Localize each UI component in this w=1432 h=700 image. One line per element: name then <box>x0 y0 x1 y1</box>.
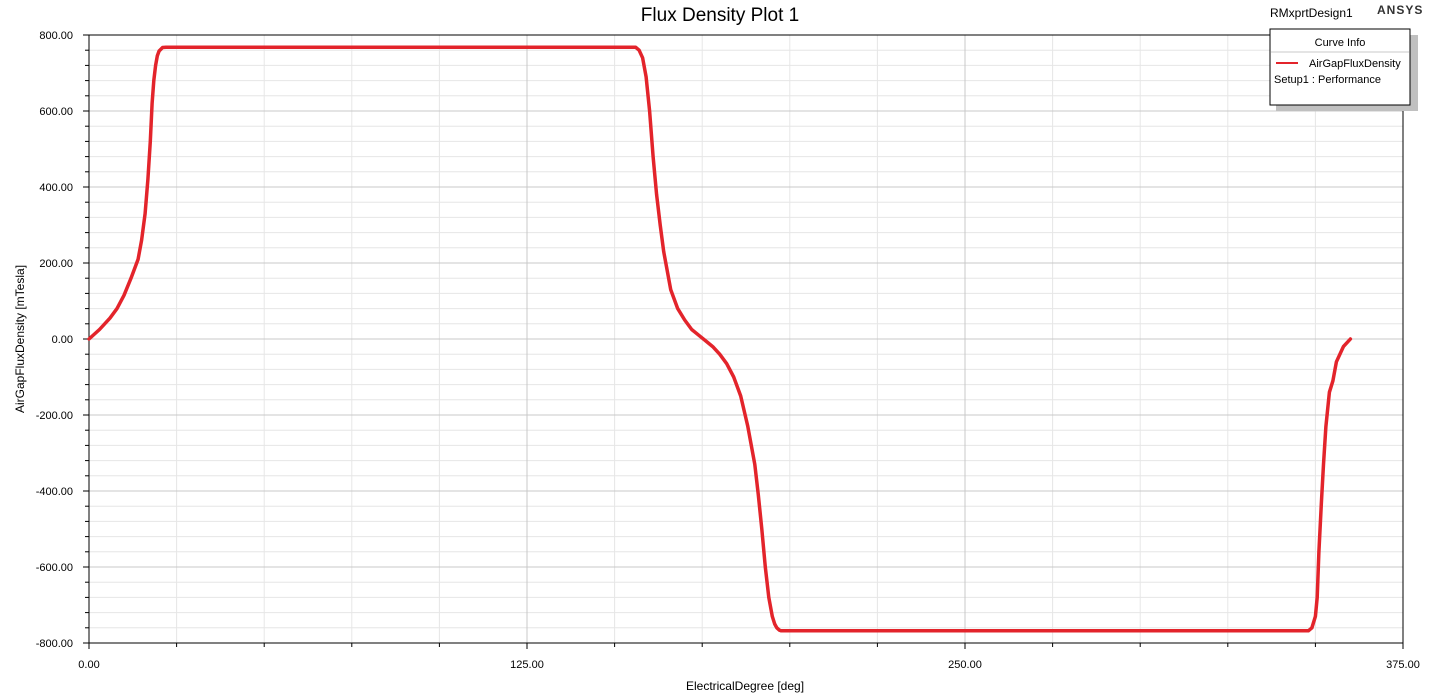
legend-series-name: AirGapFluxDensity <box>1309 58 1401 70</box>
y-tick-label: -200.00 <box>36 410 73 422</box>
grid-minor <box>89 35 1403 643</box>
x-axis-label: ElectricalDegree [deg] <box>686 679 804 693</box>
y-tick-label: -400.00 <box>36 486 73 498</box>
y-tick-label: 200.00 <box>39 258 73 270</box>
design-name: RMxprtDesign1 <box>1270 6 1353 20</box>
y-tick-label: -800.00 <box>36 638 73 650</box>
x-tick-labels: 0.00 125.00 250.00 375.00 <box>78 659 1420 671</box>
series-line-airgapfluxdensity <box>87 45 1353 633</box>
y-tick-label: 800.00 <box>39 30 73 42</box>
x-tick-label: 0.00 <box>78 659 99 671</box>
legend-box <box>1269 28 1411 106</box>
y-tick-label: -600.00 <box>36 562 73 574</box>
y-tick-labels: 800.00 600.00 400.00 200.00 0.00 -200.00 -400.… <box>36 30 73 650</box>
y-tick-label: 400.00 <box>39 182 73 194</box>
y-tick-label: 600.00 <box>39 106 73 118</box>
chart-title: Flux Density Plot 1 <box>641 5 799 26</box>
brand-logo: ANSYS <box>1377 3 1423 17</box>
y-axis-label: AirGapFluxDensity [mTesla] <box>13 265 27 413</box>
x-tick-label: 125.00 <box>510 659 544 671</box>
legend[interactable]: Curve Info AirGapFluxDensity Setup1 : Pe… <box>1269 28 1418 111</box>
x-tick-label: 250.00 <box>948 659 982 671</box>
x-tick-label: 375.00 <box>1386 659 1420 671</box>
legend-setup: Setup1 : Performance <box>1274 74 1381 86</box>
axis-ticks <box>83 34 1404 649</box>
y-tick-label: 0.00 <box>52 334 73 346</box>
grid-major <box>89 35 1403 643</box>
legend-title: Curve Info <box>1315 37 1366 49</box>
